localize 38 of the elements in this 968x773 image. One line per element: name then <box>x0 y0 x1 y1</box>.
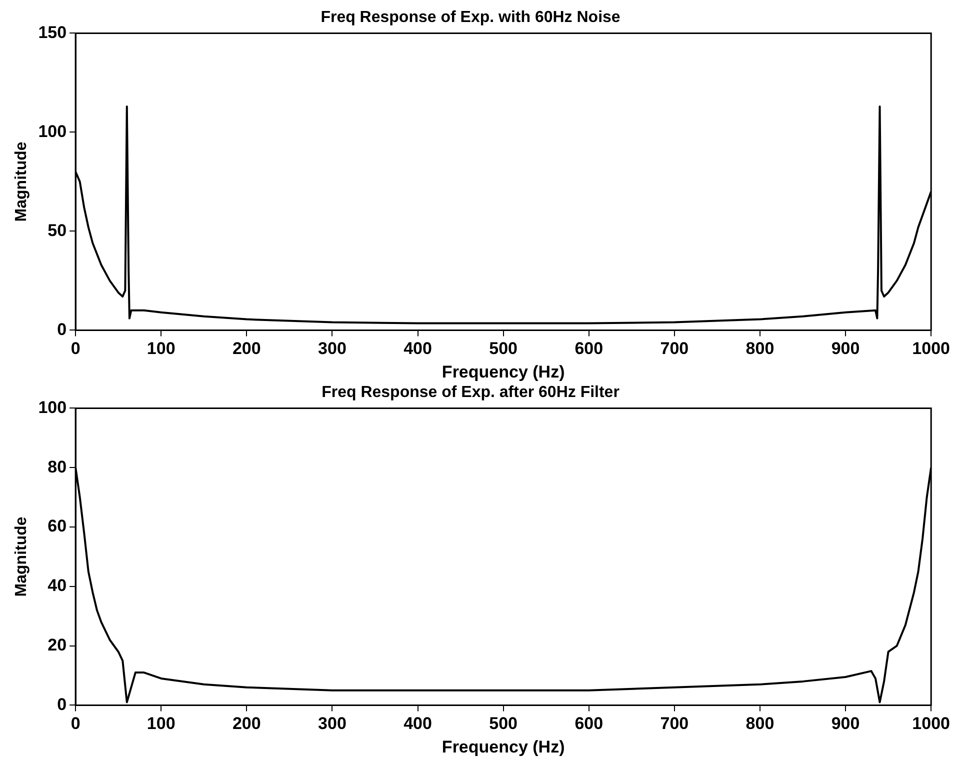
chart-title: Freq Response of Exp. after 60Hz Filter <box>322 384 620 402</box>
y-tick-label: 0 <box>57 694 67 714</box>
x-tick-label: 100 <box>146 714 176 734</box>
x-tick-label: 0 <box>70 339 80 358</box>
x-tick-label: 1000 <box>912 714 950 734</box>
y-tick-label: 50 <box>48 220 67 240</box>
x-tick-label: 300 <box>318 714 346 734</box>
x-tick-label: 0 <box>70 714 80 734</box>
x-tick-label: 300 <box>318 339 346 358</box>
y-tick-label: 80 <box>48 457 67 476</box>
x-tick-label: 700 <box>660 714 689 734</box>
x-tick-label: 500 <box>489 714 518 734</box>
x-tick-label: 200 <box>232 714 261 734</box>
x-tick-label: 100 <box>146 339 176 358</box>
x-axis-title: Frequency (Hz) <box>442 362 565 382</box>
y-tick-label: 60 <box>48 516 67 536</box>
x-tick-label: 1000 <box>912 339 950 358</box>
x-tick-label: 600 <box>574 339 604 358</box>
chart-title: Freq Response of Exp. with 60Hz Noise <box>320 9 620 26</box>
x-tick-label: 200 <box>232 339 261 358</box>
x-tick-label: 400 <box>404 714 432 734</box>
y-axis-title: Magnitude <box>13 142 30 222</box>
y-tick-label: 40 <box>48 576 67 596</box>
x-tick-label: 800 <box>746 714 774 734</box>
x-tick-label: 700 <box>660 339 689 358</box>
y-tick-label: 20 <box>48 635 67 654</box>
y-tick-label: 0 <box>57 320 67 339</box>
y-axis-title: Magnitude <box>13 516 30 597</box>
y-tick-label: 100 <box>38 398 67 417</box>
x-tick-label: 900 <box>831 339 860 358</box>
x-tick-label: 900 <box>831 714 860 734</box>
x-tick-label: 600 <box>574 714 604 734</box>
x-tick-label: 500 <box>489 339 518 358</box>
x-tick-label: 800 <box>746 339 774 358</box>
y-tick-label: 100 <box>38 122 67 141</box>
x-tick-label: 400 <box>404 339 432 358</box>
y-tick-label: 150 <box>38 22 67 42</box>
x-axis-title: Frequency (Hz) <box>442 737 565 756</box>
